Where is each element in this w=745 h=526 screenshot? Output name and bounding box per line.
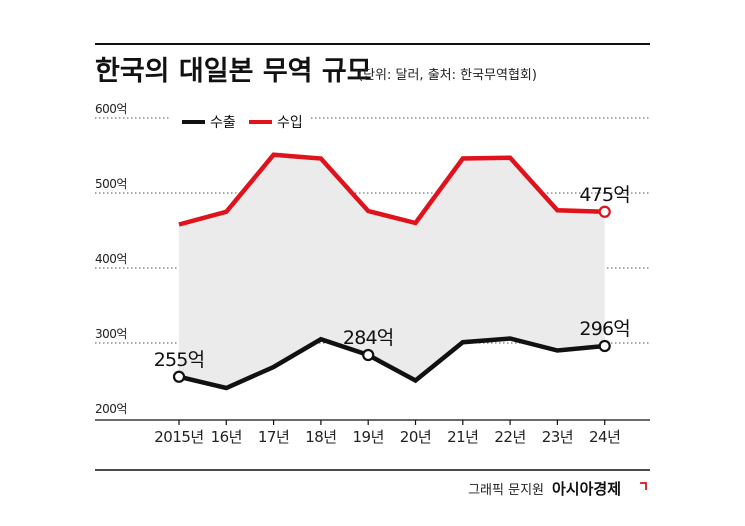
brand-mark-icon bbox=[640, 482, 647, 490]
point-markers bbox=[172, 205, 611, 383]
y-axis-ticks: 200억 300억 400억 500억 600억 bbox=[95, 102, 127, 416]
x-tick-label: 18년 bbox=[305, 428, 336, 446]
y-tick-label: 600억 bbox=[95, 102, 127, 116]
legend-label-export: 수출 bbox=[210, 115, 236, 131]
x-tick-label: 16년 bbox=[211, 428, 242, 446]
point-marker bbox=[598, 205, 611, 218]
data-label: 255억 bbox=[154, 349, 205, 371]
series-lines bbox=[178, 152, 605, 391]
point-marker bbox=[172, 370, 186, 383]
x-tick-label: 17년 bbox=[258, 428, 289, 446]
data-labels: 255억 284억 296억 475억 bbox=[154, 184, 631, 371]
fill-between-area bbox=[179, 154, 605, 388]
credit-brand: 아시아경제 bbox=[552, 480, 621, 498]
export-line bbox=[178, 336, 605, 391]
point-marker bbox=[598, 339, 611, 353]
point-marker bbox=[362, 348, 375, 362]
data-label: 284억 bbox=[343, 327, 394, 349]
y-tick-label: 300억 bbox=[95, 327, 127, 341]
y-tick-label: 200억 bbox=[95, 402, 127, 416]
import-line bbox=[178, 152, 605, 227]
y-tick-label: 400억 bbox=[95, 252, 127, 266]
legend: 수출 수입 bbox=[170, 108, 310, 135]
x-tick-label: 22년 bbox=[494, 428, 525, 446]
data-label: 475억 bbox=[579, 184, 630, 206]
legend-label-import: 수입 bbox=[277, 115, 303, 131]
x-tick-label: 23년 bbox=[542, 428, 573, 446]
chart-title: 한국의 대일본 무역 규모 bbox=[95, 56, 372, 87]
x-axis-ticks: 2015년 16년 17년 18년 19년 20년 21년 22년 23년 24년 bbox=[154, 420, 621, 446]
y-tick-label: 500억 bbox=[95, 177, 127, 191]
credit-author: 그래픽 문지원 bbox=[468, 483, 544, 498]
x-tick-label: 19년 bbox=[353, 428, 384, 446]
chart-subtitle: (단위: 달러, 출처: 한국무역협회) bbox=[358, 68, 537, 83]
x-tick-label: 21년 bbox=[447, 428, 478, 446]
x-tick-label: 24년 bbox=[589, 428, 620, 446]
data-label: 296억 bbox=[579, 318, 630, 340]
x-tick-label: 20년 bbox=[400, 428, 431, 446]
x-tick-label: 2015년 bbox=[154, 428, 203, 446]
